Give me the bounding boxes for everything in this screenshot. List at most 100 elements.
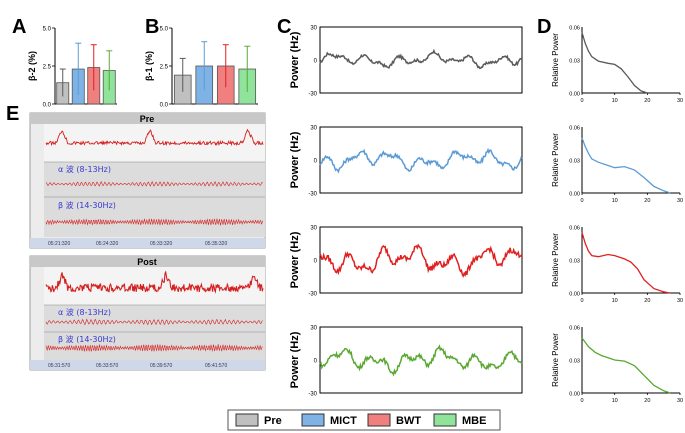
bar-a-ytick: 0.0 [43,103,52,109]
legend-label-mbe: MBE [462,415,486,427]
eeg-post-alpha-label: α 波 (8-13Hz) [58,307,111,317]
legend-label-pre: Pre [264,415,282,427]
relpow-ytick-bwt: 0.00 [569,292,580,298]
relpow-xtick-pre: 10 [612,98,618,104]
panel-label-a: A [12,16,26,38]
relpow-line-mbe [581,337,671,394]
power-ytick-mbe: 30 [310,326,317,332]
legend-swatch-pre [235,413,259,427]
eeg-pre-panel: Pre α 波 (8-13Hz) β 波 (14-30Hz) 05:21:320… [29,112,266,249]
relpow-ytick-mbe: 0.03 [569,359,580,365]
power-box-bwt [319,226,523,294]
power-ylabel-bwt: Power (Hz) [289,231,301,288]
power-ylabel-mict: Power (Hz) [289,131,301,188]
power-ytick-mbe: -30 [308,392,317,398]
power-ytick-mict: 0 [314,159,318,165]
eeg-post-beta-label: β 波 (14-30Hz) [58,334,116,344]
relpow-xtick-mbe: 10 [612,398,618,404]
power-ytick-bwt: 0 [314,259,318,265]
eeg-post-panel: Post α 波 (8-13Hz) β 波 (14-30Hz) 05:31:57… [29,255,266,371]
bar-b-ytick: 5.0 [160,27,169,33]
relpow-line-pre [581,32,648,94]
bar-a-ytick: 5.0 [43,27,52,33]
power-ytick-pre: -30 [308,92,317,98]
relpow-xtick-pre: 0 [580,98,583,104]
relpow-ytick-pre: 0.00 [569,92,580,98]
relpow-xtick-bwt: 20 [644,298,650,304]
legend: Pre MICT BWT MBE [227,409,501,431]
relpow-xtick-mict: 10 [612,198,618,204]
bar-chart-a: 0.0 2.5 5.0 β-2 (%) [27,27,117,109]
relpow-xtick-mbe: 20 [644,398,650,404]
power-ytick-pre: 0 [314,59,318,65]
power-ylabel-pre: Power (Hz) [289,31,301,88]
eeg-pre-beta-trace [45,218,263,226]
relpow-xtick-bwt: 10 [612,298,618,304]
legend-swatch-mict [301,413,325,427]
eeg-pre-main-trace [45,128,264,147]
bar-b-ytick: 2.5 [160,65,169,71]
bar-b-ylabel: β-1 (%) [144,51,154,81]
power-ytick-mict: 30 [310,126,317,132]
eeg-post-time-4: 05:41:570 [205,363,227,369]
power-ytick-mict: -30 [308,192,317,198]
relpow-ytick-mict: 0.00 [569,192,580,198]
legend-swatch-bwt [367,413,391,427]
panel-label-c: C [277,16,291,38]
eeg-post-alpha-trace [45,318,263,326]
bar-b-ytick: 0.0 [160,103,169,109]
eeg-pre-time-4: 05:35:320 [205,241,227,247]
bar-a-ylabel: β-2 (%) [27,51,37,81]
relpow-xtick-bwt: 0 [580,298,583,304]
bar-a-ytick: 2.5 [43,65,52,71]
eeg-post-time-1: 05:31:570 [48,363,70,369]
eeg-pre-time-2: 05:24:320 [96,241,118,247]
eeg-post-beta-trace [45,344,263,352]
panel-label-b: B [145,16,159,38]
eeg-post-main-trace [45,270,264,294]
eeg-post-time-2: 05:33:570 [96,363,118,369]
relpow-xtick-mict: 20 [644,198,650,204]
relpow-xtick-mict: 30 [677,198,683,204]
power-ytick-bwt: -30 [308,292,317,298]
power-trace-mict [319,147,523,174]
power-traces: -30 0 30 Power (Hz) -30 0 30 Power (Hz) -30 0 30 Po… [289,26,523,398]
relpow-ytick-pre: 0.03 [569,59,580,65]
relpow-xtick-mbe: 0 [580,398,583,404]
power-box-mict [319,126,523,194]
relpow-ylabel-mict: Relative Power [551,133,560,187]
legend-label-bwt: BWT [396,415,421,427]
eeg-pre-beta-label: β 波 (14-30Hz) [58,200,116,210]
relpow-ytick-mbe: 0.00 [569,392,580,398]
eeg-pre-alpha-label: α 波 (8-13Hz) [58,164,111,174]
power-ylabel-mbe: Power (Hz) [289,331,301,388]
power-trace-bwt [319,243,523,278]
relpow-xtick-mict: 0 [580,198,583,204]
bar-chart-b: 0.0 2.5 5.0 β-1 (%) [144,27,258,109]
relpow-line-bwt [581,232,671,294]
eeg-pre-time-3: 05:33:320 [150,241,172,247]
power-ytick-bwt: 30 [310,226,317,232]
relpow-line-mict [581,137,671,194]
relpow-ytick-mict: 0.03 [569,159,580,165]
eeg-post-time-3: 05:39:570 [150,363,172,369]
power-box-pre [319,26,523,94]
relpow-ytick-bwt: 0.06 [569,226,580,232]
relative-power-plots: 0.00 0.03 0.06 0 10 20 30 Relative Power 0.00 0.0… [551,26,683,405]
power-box-mbe [319,326,523,394]
eeg-pre-title: Pre [140,114,155,124]
panel-label-d: D [537,16,551,38]
power-trace-pre [319,48,523,70]
power-ytick-pre: 30 [310,26,317,32]
relpow-ytick-bwt: 0.03 [569,259,580,265]
relpow-xtick-pre: 30 [677,98,683,104]
power-trace-mbe [319,344,523,377]
relpow-ytick-mbe: 0.06 [569,326,580,332]
relpow-ytick-mict: 0.06 [569,126,580,132]
legend-swatch-mbe [433,413,457,427]
relpow-xtick-pre: 20 [644,98,650,104]
relpow-ylabel-pre: Relative Power [551,33,560,87]
relpow-ylabel-mbe: Relative Power [551,333,560,387]
eeg-pre-time-1: 05:21:320 [48,241,70,247]
